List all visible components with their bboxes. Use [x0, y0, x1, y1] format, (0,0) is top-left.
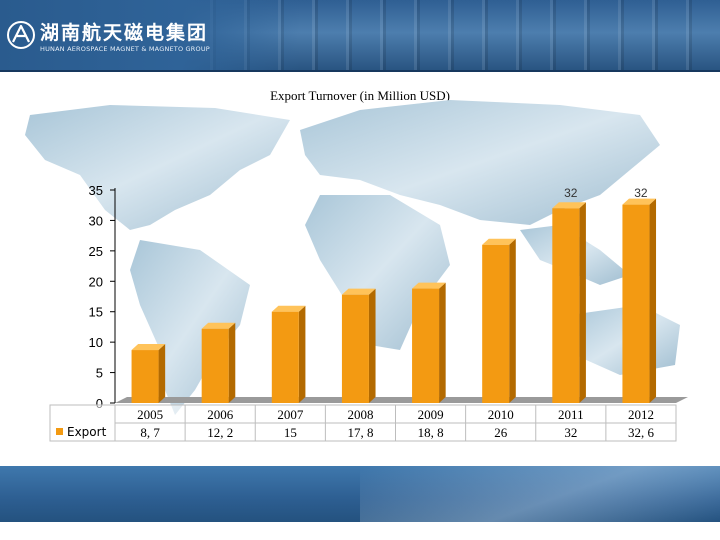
europe-asia-shape	[300, 100, 660, 225]
bar-series: 32 32	[131, 186, 657, 403]
footer-banner	[0, 466, 720, 522]
bar-side	[579, 202, 586, 403]
bar-side	[439, 282, 446, 403]
table-value: 8, 7	[140, 425, 160, 440]
bar-2012	[622, 204, 650, 403]
bar-2005	[131, 350, 159, 403]
bar-top	[271, 305, 306, 312]
north-america-shape	[25, 105, 290, 230]
legend-swatch	[56, 428, 63, 435]
header-divider	[0, 70, 720, 72]
category-label: 2005	[137, 407, 163, 422]
data-label: 32	[634, 186, 648, 200]
y-tick-label: 0	[96, 396, 103, 411]
footer-margin	[0, 522, 720, 540]
header-gradient	[0, 0, 300, 72]
bar-top	[412, 282, 446, 289]
y-tick-label: 10	[89, 335, 103, 350]
category-label: 2012	[628, 407, 654, 422]
category-label: 2010	[488, 407, 514, 422]
category-label: 2007	[277, 407, 304, 422]
bar-top	[482, 238, 516, 245]
y-tick-label: 15	[89, 305, 103, 320]
bar-2009	[412, 288, 440, 403]
bar-2007	[271, 311, 299, 403]
bar-2008	[341, 294, 369, 403]
bar-top	[201, 322, 236, 329]
chart-title: Export Turnover (in Million USD)	[270, 88, 450, 103]
bar-top	[622, 198, 657, 205]
table-value: 26	[494, 425, 508, 440]
bar-side	[158, 344, 166, 403]
category-label: 2009	[418, 407, 444, 422]
company-name-en: HUNAN AEROSPACE MAGNET & MAGNETO GROUP	[40, 45, 210, 53]
data-label: 32	[564, 186, 578, 200]
data-table: Export 2005 8, 7 2006 12, 2 2007 15 2008 17, 8 20…	[49, 404, 677, 442]
bar-side	[649, 198, 657, 403]
header-banner: 湖南航天磁电集团 HUNAN AEROSPACE MAGNET & MAGNET…	[0, 0, 720, 72]
bar-top	[552, 202, 586, 209]
bar-2010	[482, 244, 510, 403]
table-value: 32, 6	[628, 425, 655, 440]
company-logo-icon	[7, 21, 35, 49]
y-tick-label: 25	[89, 244, 103, 259]
bar-2006	[201, 328, 229, 403]
table-value: 12, 2	[207, 425, 233, 440]
legend-label: Export	[67, 425, 107, 439]
y-axis: 0 5 10 15 20 25 30 35	[89, 183, 688, 411]
table-value: 15	[284, 425, 297, 440]
bar-top	[131, 344, 166, 351]
category-label: 2006	[207, 407, 234, 422]
bar-side	[509, 238, 516, 403]
y-tick-label: 20	[89, 274, 103, 289]
south-america-shape	[130, 240, 250, 415]
category-label: 2011	[558, 407, 584, 422]
bar-2011	[552, 208, 580, 403]
y-tick-label: 30	[89, 213, 103, 228]
table-value: 18, 8	[418, 425, 444, 440]
y-tick-label: 5	[96, 366, 103, 381]
category-label: 2008	[347, 407, 373, 422]
company-name-cn: 湖南航天磁电集团	[40, 22, 209, 44]
bar-top	[341, 288, 376, 295]
table-value: 32	[564, 425, 577, 440]
footer-highlight	[360, 466, 720, 522]
y-tick-label: 35	[89, 183, 103, 198]
chart-floor	[115, 397, 688, 403]
bar-side	[228, 322, 236, 403]
table-value: 17, 8	[347, 425, 373, 440]
bar-side	[298, 305, 306, 403]
bar-side	[368, 288, 376, 403]
